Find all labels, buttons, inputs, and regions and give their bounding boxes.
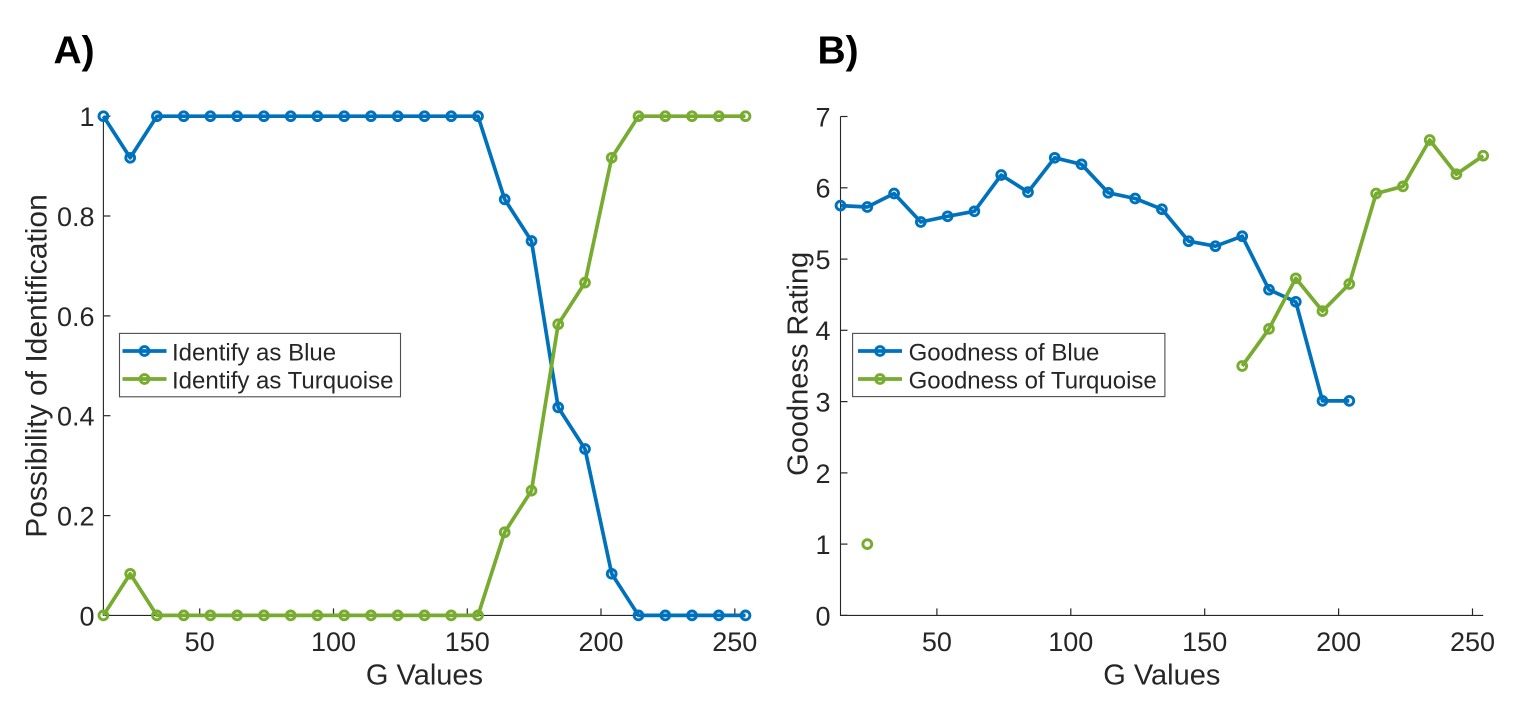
svg-text:5: 5 (815, 245, 830, 275)
svg-text:0.2: 0.2 (57, 502, 95, 532)
svg-text:0.8: 0.8 (57, 202, 95, 232)
svg-text:1: 1 (79, 102, 94, 132)
svg-text:1: 1 (815, 530, 830, 560)
svg-text:0: 0 (815, 601, 830, 631)
svg-text:0: 0 (79, 601, 94, 631)
svg-text:Goodness of Turquoise: Goodness of Turquoise (909, 368, 1157, 395)
svg-text:100: 100 (311, 627, 356, 657)
svg-text:Identify as Blue: Identify as Blue (172, 340, 336, 367)
svg-text:6: 6 (815, 174, 830, 204)
svg-text:200: 200 (578, 627, 623, 657)
svg-text:B): B) (818, 30, 859, 73)
svg-text:0.6: 0.6 (57, 302, 95, 332)
svg-text:Goodness Rating: Goodness Rating (783, 252, 815, 476)
svg-text:Identify as Turquoise: Identify as Turquoise (172, 368, 393, 395)
svg-text:100: 100 (1048, 627, 1093, 657)
svg-text:250: 250 (712, 627, 757, 657)
svg-text:Goodness of Blue: Goodness of Blue (909, 340, 1100, 367)
svg-text:150: 150 (445, 627, 490, 657)
svg-text:3: 3 (815, 388, 830, 418)
svg-text:A): A) (54, 30, 95, 73)
svg-text:150: 150 (1182, 627, 1227, 657)
svg-text:G Values: G Values (366, 660, 483, 692)
svg-text:250: 250 (1450, 627, 1495, 657)
svg-text:G Values: G Values (1103, 660, 1220, 692)
svg-text:0.4: 0.4 (57, 402, 95, 432)
svg-text:2: 2 (815, 459, 830, 489)
svg-text:200: 200 (1316, 627, 1361, 657)
svg-text:7: 7 (815, 102, 830, 132)
svg-text:50: 50 (185, 627, 215, 657)
svg-text:Possibility of Identification: Possibility of Identification (21, 194, 54, 538)
svg-text:50: 50 (922, 627, 952, 657)
svg-text:4: 4 (815, 316, 830, 346)
